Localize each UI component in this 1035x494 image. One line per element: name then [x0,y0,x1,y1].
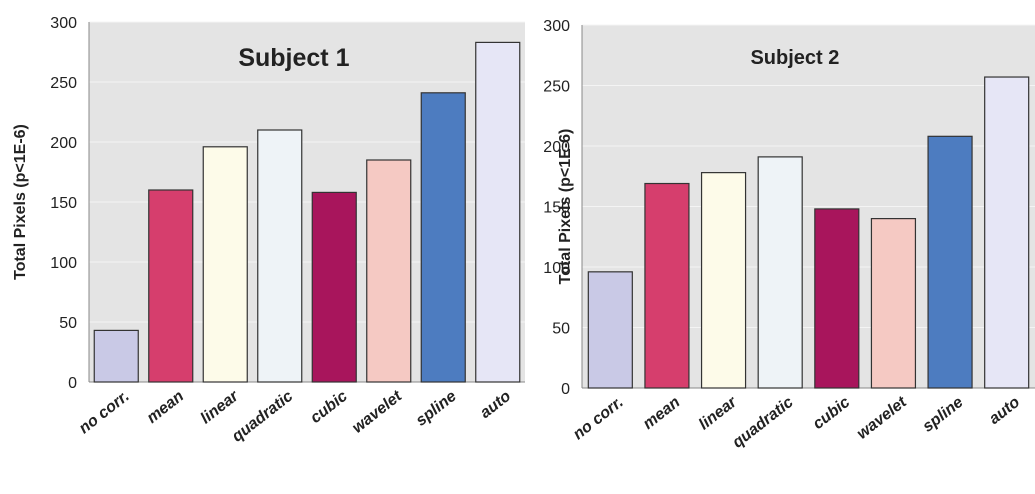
y-tick-label: 0 [68,375,77,392]
y-tick-label: 50 [59,315,77,332]
bar-mean [644,182,690,389]
bar-wavelet [366,159,412,383]
x-tick-label: quadratic [229,388,296,446]
y-tick-label: 50 [552,321,570,338]
bar-spline [420,92,466,383]
y-tick-label: 0 [561,381,570,398]
bar-auto [475,41,521,383]
bar-mean [148,189,194,383]
x-tick-label: spline [413,388,460,430]
y-tick-label: 200 [543,139,570,156]
x-tick-label: linear [198,387,243,427]
y-axis-label: Total Pixels (p<1E-6) [12,124,29,280]
x-tick-label: auto [477,388,514,422]
x-tick-label: quadratic [729,394,796,452]
bar-quadratic [757,156,803,389]
x-tick-label: auto [986,394,1023,428]
y-tick-label: 300 [50,15,77,32]
y-tick-label: 150 [543,200,570,217]
chart-title: Subject 1 [238,44,349,72]
bar-linear [202,146,248,383]
bar-spline [927,135,973,389]
y-tick-label: 200 [50,135,77,152]
bar-auto [984,76,1030,389]
y-tick-label: 300 [543,18,570,35]
x-tick-label: mean [640,394,684,433]
chart-2: 0 50 100 150 200 250 300 no corr. mean linearquad… [543,18,1035,451]
y-tick-label: 250 [543,79,570,96]
y-tick-label: 150 [50,195,77,212]
x-tick-label: wavelet [854,393,911,442]
bar-wavelet [870,218,917,389]
bar-linear [700,172,747,389]
x-tick-label: no corr. [76,388,133,438]
x-tick-label: wavelet [349,387,406,436]
x-tick-label: cubic [810,394,853,433]
bar-cubic [311,191,357,383]
chart-1: 0 50 100 150 200 250 300 no corr. mean linearquad… [12,15,525,445]
bar-nocorr [93,329,139,383]
y-axis-label: Total Pixels (p<1E-6) [557,129,574,285]
bar-nocorr [587,271,633,389]
bar-quadratic [257,129,303,383]
x-tick-label: no corr. [570,394,627,444]
x-tick-label: spline [920,394,967,436]
x-tick-label: mean [144,388,188,427]
y-tick-label: 100 [50,255,77,272]
chart-title: Subject 2 [750,47,839,69]
x-tick-label: linear [696,393,741,433]
y-tick-label: 100 [543,260,570,277]
y-tick-label: 250 [50,75,77,92]
x-tick-label: cubic [307,388,350,427]
bar-cubic [814,208,860,389]
